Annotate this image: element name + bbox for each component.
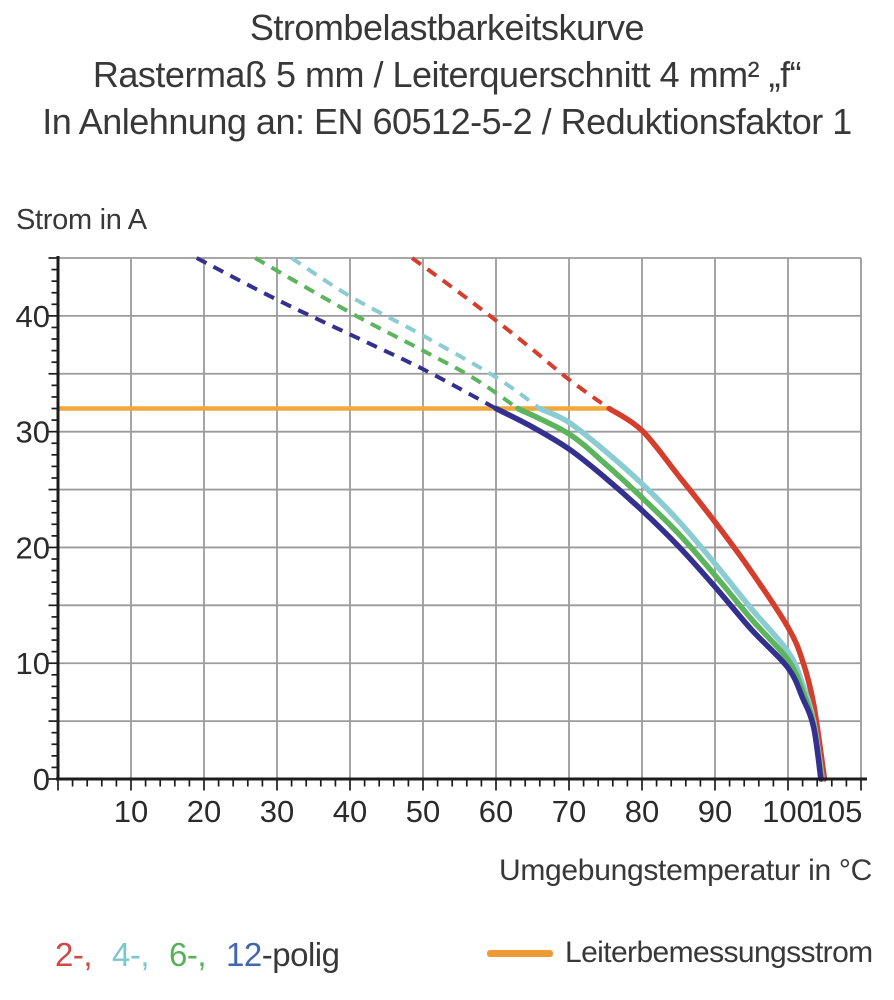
curve-12-polig-solid xyxy=(493,405,824,782)
reference-line-swatch xyxy=(487,949,553,957)
x-tick-label-70: 70 xyxy=(552,794,586,829)
curve-6-polig-dashed xyxy=(254,256,520,411)
x-tick-label-105: 105 xyxy=(811,794,863,829)
chart-title-block: Strombelastbarkeitskurve Rastermaß 5 mm … xyxy=(0,4,894,145)
y-tick-label-10: 10 xyxy=(16,646,50,681)
x-tick-label-80: 80 xyxy=(625,794,659,829)
dashed-curves xyxy=(195,256,611,411)
chart-subtitle-pitch: Rastermaß 5 mm / Leiterquerschnitt 4 mm²… xyxy=(92,54,802,95)
curve-4-polig-dashed xyxy=(290,256,541,411)
x-axis-title: Umgebungstemperatur in °C xyxy=(498,854,872,887)
x-tick-label-90: 90 xyxy=(698,794,732,829)
x-tick-label-10: 10 xyxy=(114,794,148,829)
y-tick-label-0: 0 xyxy=(33,762,50,797)
chart-title: Strombelastbarkeitskurve xyxy=(249,7,645,48)
y-axis-title: Strom in A xyxy=(16,204,147,236)
curve-4-polig-solid xyxy=(537,405,826,782)
curve-2-polig-solid xyxy=(606,405,828,782)
x-tick-label-20: 20 xyxy=(187,794,221,829)
reference-line-label: Leiterbemessungsstrom xyxy=(565,936,873,969)
legend-item-6-polig: 6-, xyxy=(169,936,207,973)
x-tick-label-100: 100 xyxy=(762,794,814,829)
legend-item-4-polig: 4-, xyxy=(112,936,150,973)
legend-pole-suffix: -polig xyxy=(261,936,340,973)
grid-lines xyxy=(58,257,862,779)
curve-12-polig-dashed xyxy=(195,256,497,411)
tick-marks xyxy=(46,257,862,791)
x-tick-label-60: 60 xyxy=(479,794,513,829)
x-tick-label-40: 40 xyxy=(333,794,367,829)
legend-reference: Leiterbemessungsstrom xyxy=(487,936,873,970)
y-tick-label-30: 30 xyxy=(16,415,50,450)
legend-item-12-polig: 12 xyxy=(226,936,262,973)
x-tick-label-30: 30 xyxy=(260,794,294,829)
y-tick-labels: 0 10 20 30 40 xyxy=(16,299,50,797)
axes xyxy=(56,256,867,781)
chart-subtitle-standard: In Anlehnung an: EN 60512-5-2 / Reduktio… xyxy=(42,101,852,142)
y-tick-label-40: 40 xyxy=(16,299,50,334)
legend-item-2-polig: 2-, xyxy=(55,936,93,973)
y-tick-label-20: 20 xyxy=(16,530,50,565)
x-tick-label-50: 50 xyxy=(406,794,440,829)
legend-pole-items: 2-, 4-, 6-, 12 -polig xyxy=(55,936,340,974)
solid-curves xyxy=(493,405,828,782)
